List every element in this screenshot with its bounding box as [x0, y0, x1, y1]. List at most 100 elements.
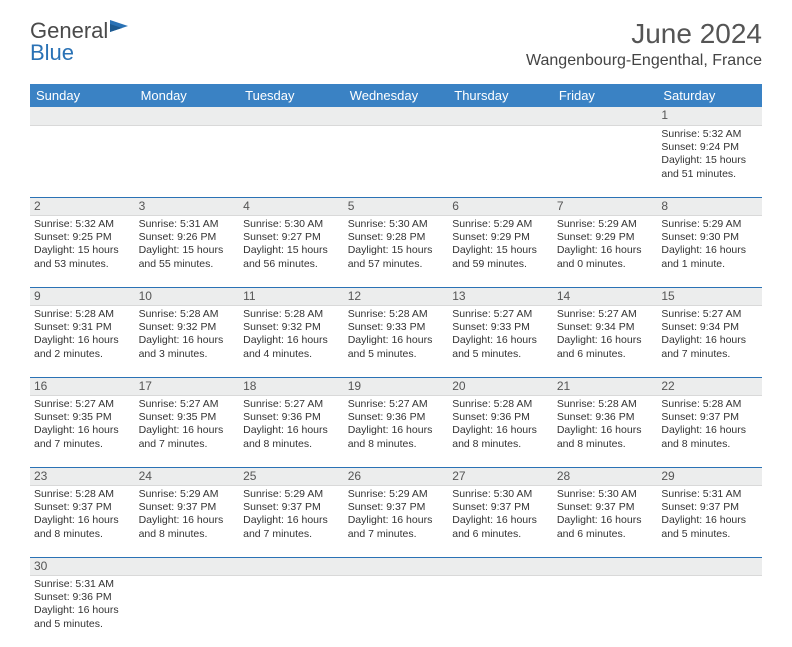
daylight-line: Daylight: 16 hours and 3 minutes. — [139, 334, 236, 361]
sunset-line: Sunset: 9:33 PM — [348, 321, 445, 334]
sunset-line: Sunset: 9:31 PM — [34, 321, 131, 334]
sunset-line: Sunset: 9:36 PM — [348, 411, 445, 424]
sunset-line: Sunset: 9:37 PM — [452, 501, 549, 514]
sunrise-line: Sunrise: 5:27 AM — [34, 398, 131, 411]
day-cell-content: Sunrise: 5:28 AMSunset: 9:37 PMDaylight:… — [661, 398, 758, 452]
weekday-header: Monday — [135, 84, 240, 107]
sunrise-line: Sunrise: 5:30 AM — [243, 218, 340, 231]
weekday-header: Wednesday — [344, 84, 449, 107]
daylight-line: Daylight: 16 hours and 8 minutes. — [452, 424, 549, 451]
month-title: June 2024 — [526, 18, 762, 50]
day-cell-content: Sunrise: 5:32 AMSunset: 9:24 PMDaylight:… — [661, 128, 758, 182]
day-cell — [239, 575, 344, 647]
day-cell: Sunrise: 5:32 AMSunset: 9:24 PMDaylight:… — [657, 125, 762, 197]
sunset-line: Sunset: 9:37 PM — [661, 501, 758, 514]
day-number-cell: 15 — [657, 287, 762, 305]
day-cell — [344, 575, 449, 647]
sunrise-line: Sunrise: 5:28 AM — [34, 308, 131, 321]
daylight-line: Daylight: 16 hours and 7 minutes. — [34, 424, 131, 451]
daylight-line: Daylight: 16 hours and 8 minutes. — [348, 424, 445, 451]
day-number-cell: 10 — [135, 287, 240, 305]
sunrise-line: Sunrise: 5:31 AM — [661, 488, 758, 501]
day-cell-content: Sunrise: 5:27 AMSunset: 9:35 PMDaylight:… — [34, 398, 131, 452]
sunset-line: Sunset: 9:37 PM — [557, 501, 654, 514]
day-cell: Sunrise: 5:28 AMSunset: 9:32 PMDaylight:… — [135, 305, 240, 377]
day-data-row: Sunrise: 5:28 AMSunset: 9:31 PMDaylight:… — [30, 305, 762, 377]
sunset-line: Sunset: 9:35 PM — [34, 411, 131, 424]
sunrise-line: Sunrise: 5:28 AM — [348, 308, 445, 321]
day-cell — [135, 575, 240, 647]
day-number-cell — [657, 557, 762, 575]
sunset-line: Sunset: 9:25 PM — [34, 231, 131, 244]
calendar-body: 1Sunrise: 5:32 AMSunset: 9:24 PMDaylight… — [30, 107, 762, 647]
sunset-line: Sunset: 9:36 PM — [557, 411, 654, 424]
day-number-cell — [135, 107, 240, 125]
sunrise-line: Sunrise: 5:28 AM — [557, 398, 654, 411]
day-number-cell: 28 — [553, 467, 658, 485]
day-cell-content: Sunrise: 5:27 AMSunset: 9:34 PMDaylight:… — [557, 308, 654, 362]
sunrise-line: Sunrise: 5:30 AM — [452, 488, 549, 501]
sunrise-line: Sunrise: 5:29 AM — [348, 488, 445, 501]
daylight-line: Daylight: 16 hours and 0 minutes. — [557, 244, 654, 271]
sunrise-line: Sunrise: 5:29 AM — [452, 218, 549, 231]
day-number-cell: 27 — [448, 467, 553, 485]
sunset-line: Sunset: 9:26 PM — [139, 231, 236, 244]
day-cell: Sunrise: 5:27 AMSunset: 9:35 PMDaylight:… — [135, 395, 240, 467]
day-cell-content: Sunrise: 5:31 AMSunset: 9:36 PMDaylight:… — [34, 578, 131, 632]
sunrise-line: Sunrise: 5:29 AM — [557, 218, 654, 231]
day-number-cell: 19 — [344, 377, 449, 395]
day-cell — [448, 575, 553, 647]
daylight-line: Daylight: 15 hours and 57 minutes. — [348, 244, 445, 271]
sunset-line: Sunset: 9:34 PM — [557, 321, 654, 334]
day-cell: Sunrise: 5:32 AMSunset: 9:25 PMDaylight:… — [30, 215, 135, 287]
day-cell: Sunrise: 5:27 AMSunset: 9:36 PMDaylight:… — [239, 395, 344, 467]
day-cell-content: Sunrise: 5:28 AMSunset: 9:32 PMDaylight:… — [139, 308, 236, 362]
day-cell-content: Sunrise: 5:29 AMSunset: 9:29 PMDaylight:… — [557, 218, 654, 272]
daylight-line: Daylight: 16 hours and 5 minutes. — [348, 334, 445, 361]
day-data-row: Sunrise: 5:32 AMSunset: 9:25 PMDaylight:… — [30, 215, 762, 287]
day-number-cell — [553, 557, 658, 575]
calendar-table: SundayMondayTuesdayWednesdayThursdayFrid… — [30, 84, 762, 647]
sunrise-line: Sunrise: 5:31 AM — [139, 218, 236, 231]
day-number-cell: 4 — [239, 197, 344, 215]
day-cell-content: Sunrise: 5:28 AMSunset: 9:33 PMDaylight:… — [348, 308, 445, 362]
weekday-header: Sunday — [30, 84, 135, 107]
day-number-cell: 29 — [657, 467, 762, 485]
brand-text: GeneralBlue — [30, 18, 132, 64]
day-cell-content: Sunrise: 5:30 AMSunset: 9:37 PMDaylight:… — [557, 488, 654, 542]
day-cell-content: Sunrise: 5:30 AMSunset: 9:37 PMDaylight:… — [452, 488, 549, 542]
day-cell-content: Sunrise: 5:29 AMSunset: 9:29 PMDaylight:… — [452, 218, 549, 272]
day-cell: Sunrise: 5:28 AMSunset: 9:37 PMDaylight:… — [30, 485, 135, 557]
daynum-row: 30 — [30, 557, 762, 575]
day-number-cell: 25 — [239, 467, 344, 485]
day-cell-content: Sunrise: 5:27 AMSunset: 9:36 PMDaylight:… — [243, 398, 340, 452]
day-cell-content: Sunrise: 5:28 AMSunset: 9:31 PMDaylight:… — [34, 308, 131, 362]
daylight-line: Daylight: 16 hours and 6 minutes. — [452, 514, 549, 541]
sunrise-line: Sunrise: 5:27 AM — [661, 308, 758, 321]
sunset-line: Sunset: 9:27 PM — [243, 231, 340, 244]
day-cell: Sunrise: 5:31 AMSunset: 9:37 PMDaylight:… — [657, 485, 762, 557]
daylight-line: Daylight: 16 hours and 8 minutes. — [661, 424, 758, 451]
weekday-header: Friday — [553, 84, 658, 107]
day-cell: Sunrise: 5:29 AMSunset: 9:30 PMDaylight:… — [657, 215, 762, 287]
daynum-row: 23242526272829 — [30, 467, 762, 485]
day-number-cell: 23 — [30, 467, 135, 485]
day-number-cell: 14 — [553, 287, 658, 305]
daynum-row: 16171819202122 — [30, 377, 762, 395]
day-cell: Sunrise: 5:29 AMSunset: 9:29 PMDaylight:… — [553, 215, 658, 287]
day-data-row: Sunrise: 5:31 AMSunset: 9:36 PMDaylight:… — [30, 575, 762, 647]
sunset-line: Sunset: 9:37 PM — [661, 411, 758, 424]
day-cell: Sunrise: 5:29 AMSunset: 9:37 PMDaylight:… — [344, 485, 449, 557]
day-number-cell — [448, 557, 553, 575]
weekday-header: Thursday — [448, 84, 553, 107]
sunset-line: Sunset: 9:29 PM — [557, 231, 654, 244]
day-cell: Sunrise: 5:28 AMSunset: 9:36 PMDaylight:… — [553, 395, 658, 467]
day-cell: Sunrise: 5:29 AMSunset: 9:37 PMDaylight:… — [239, 485, 344, 557]
daylight-line: Daylight: 15 hours and 55 minutes. — [139, 244, 236, 271]
sunrise-line: Sunrise: 5:30 AM — [348, 218, 445, 231]
day-number-cell: 5 — [344, 197, 449, 215]
sunset-line: Sunset: 9:35 PM — [139, 411, 236, 424]
daylight-line: Daylight: 16 hours and 7 minutes. — [348, 514, 445, 541]
day-number-cell: 8 — [657, 197, 762, 215]
day-number-cell — [239, 107, 344, 125]
